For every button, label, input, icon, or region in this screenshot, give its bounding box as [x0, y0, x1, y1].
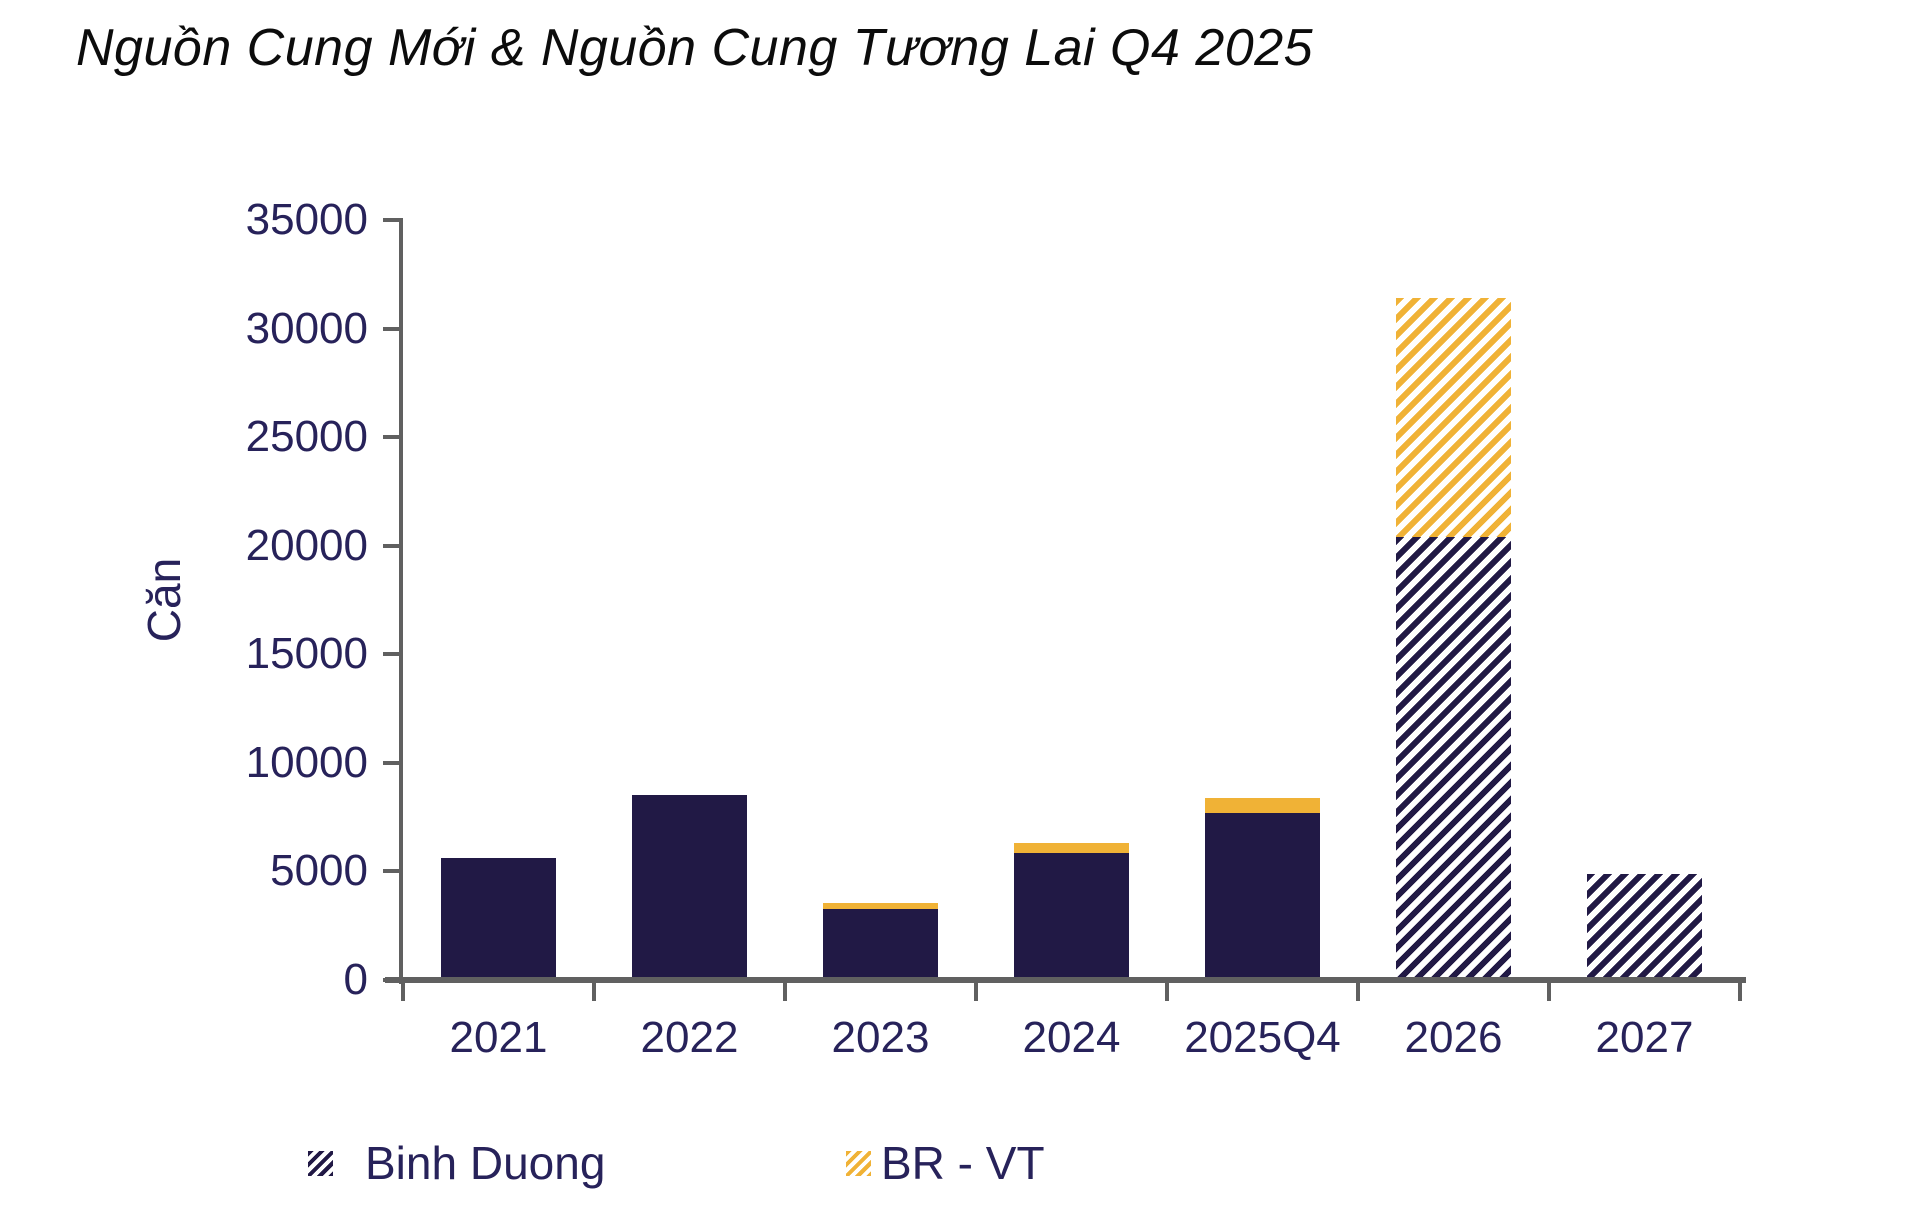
y-axis-tick-label: 35000 [245, 195, 368, 244]
y-axis-tick [383, 869, 400, 874]
x-axis-tick-label-2021: 2021 [449, 1013, 548, 1062]
bar-2025Q4-br-vt [1205, 797, 1320, 813]
x-axis-tick [783, 983, 787, 1001]
y-axis-tick [383, 326, 400, 331]
x-axis-tick [1165, 983, 1169, 1001]
y-axis-tick-label: 30000 [245, 303, 368, 353]
x-axis-tick [1547, 983, 1551, 1001]
x-axis-tick [1356, 983, 1360, 1001]
x-axis-tick-label-2022: 2022 [640, 1013, 739, 1062]
legend-item-binh-duong: Binh Duong [308, 1138, 605, 1188]
bar-2023-br-vt [823, 902, 938, 910]
y-axis-tick-label: 15000 [245, 629, 368, 679]
bar-2026-br-vt [1396, 298, 1511, 538]
y-axis-tick-label: 10000 [245, 737, 368, 787]
y-axis-tick-label: 20000 [245, 520, 368, 570]
x-axis-tick-label-2023: 2023 [831, 1013, 930, 1062]
y-axis-tick-label: 5000 [270, 846, 368, 896]
y-axis-tick [383, 652, 400, 657]
legend-item-br-vt: BR - VT [846, 1138, 1045, 1188]
bar-2022-binh-duong [632, 795, 747, 980]
x-axis-tick [401, 983, 405, 1001]
bar-2023-binh-duong [823, 909, 938, 980]
legend-swatch-binh-duong-hatch-icon [308, 1150, 333, 1176]
y-axis-tick [383, 435, 400, 440]
y-axis-tick [383, 218, 400, 222]
x-axis-tick [1738, 983, 1742, 1001]
bar-2024-br-vt [1014, 843, 1129, 853]
y-axis-tick [383, 760, 400, 765]
legend-label-br-vt: BR - VT [881, 1137, 1045, 1189]
x-axis-tick-label-2025Q4: 2025Q4 [1184, 1013, 1341, 1062]
bar-2026-binh-duong [1396, 537, 1511, 980]
x-axis-tick [974, 983, 978, 1001]
x-axis-tick-label-2026: 2026 [1404, 1013, 1503, 1062]
chart-title: Nguồn Cung Mới & Nguồn Cung Tương Lai Q4… [76, 19, 1314, 77]
y-axis-tick [383, 543, 400, 548]
y-axis-tick-label: 25000 [245, 412, 368, 462]
bar-2021-binh-duong [441, 858, 556, 980]
y-axis-line [399, 218, 403, 984]
plot-area: 0 5000 10000 15000 20000 25000 30000 35000 2021 2… [246, 198, 1746, 1060]
bar-2025Q4-binh-duong [1205, 812, 1320, 980]
y-axis-tick-label: 0 [343, 955, 368, 1004]
bar-2027-binh-duong [1587, 873, 1702, 980]
legend-swatch-br-vt-hatch-icon [846, 1150, 871, 1176]
x-axis-tick-label-2027: 2027 [1595, 1013, 1694, 1062]
legend-label-binh-duong: Binh Duong [365, 1137, 606, 1189]
x-axis-tick [592, 983, 596, 1001]
x-axis-line [385, 977, 1746, 983]
bar-2024-binh-duong [1014, 852, 1129, 980]
x-axis-tick-label-2024: 2024 [1022, 1013, 1121, 1062]
y-axis-title: Căn [138, 557, 190, 643]
